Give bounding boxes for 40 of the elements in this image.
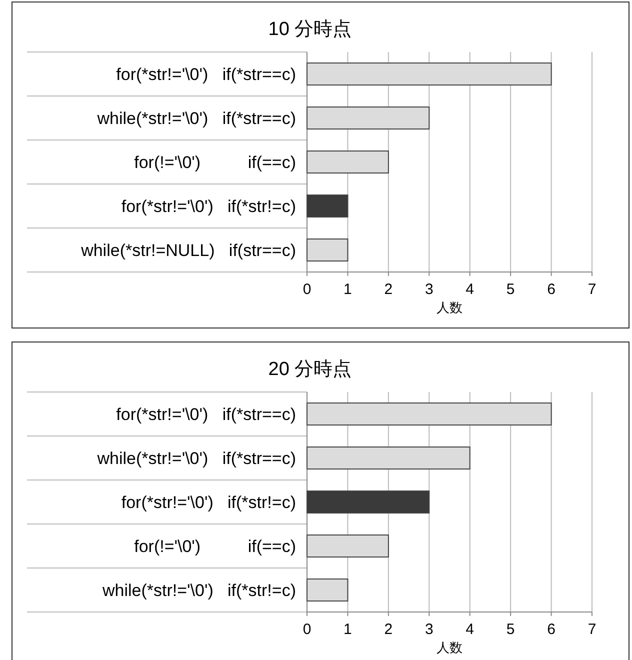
y-tick-label: while(*str!='\0') if(*str==c) [96, 109, 296, 128]
x-tick-label: 5 [506, 281, 515, 298]
y-tick-label: while(*str!='\0') if(*str!=c) [101, 581, 296, 600]
bar [306, 238, 348, 262]
x-tick-label: 4 [466, 281, 474, 298]
x-tick-label: 3 [424, 621, 434, 638]
x-tick-label: 2 [384, 281, 393, 298]
y-tick-label: for(*str!='\0') if(*str!=c) [121, 197, 296, 216]
x-tick-label: 6 [547, 621, 556, 638]
chart-title: 10 分時点 [268, 19, 352, 40]
chart-title: 20 分時点 [268, 359, 352, 380]
x-tick-label: 1 [344, 621, 352, 638]
y-tick-label: for(*str!='\0') if(*str!=c) [121, 493, 296, 512]
x-tick-label: 3 [424, 281, 434, 298]
bar [306, 106, 430, 130]
bar [306, 194, 348, 218]
x-tick-label: 0 [302, 281, 312, 298]
y-tick-label: for(*str!='\0') if(*str==c) [116, 405, 296, 424]
x-tick-label: 0 [302, 621, 312, 638]
bar [306, 534, 389, 558]
x-tick-label: 5 [506, 621, 515, 638]
y-tick-label: while(*str!=NULL) if(str==c) [80, 241, 296, 260]
bar [306, 446, 470, 470]
bar [306, 62, 552, 86]
bar [306, 150, 389, 174]
x-axis-title: 人数 [436, 300, 462, 315]
x-tick-label: 7 [588, 621, 596, 638]
bar [306, 578, 348, 602]
x-tick-label: 4 [466, 621, 474, 638]
x-tick-label: 2 [384, 621, 393, 638]
y-tick-label: while(*str!='\0') if(*str==c) [96, 449, 296, 468]
x-axis-title: 人数 [436, 640, 462, 655]
bar [306, 402, 552, 426]
y-tick-label: for(!='\0') if(==c) [134, 153, 296, 172]
y-tick-label: for(!='\0') if(==c) [134, 537, 296, 556]
y-tick-label: for(*str!='\0') if(*str==c) [116, 65, 296, 84]
x-tick-label: 6 [547, 281, 556, 298]
bar [306, 490, 430, 514]
x-tick-label: 7 [588, 281, 596, 298]
x-tick-label: 1 [344, 281, 352, 298]
